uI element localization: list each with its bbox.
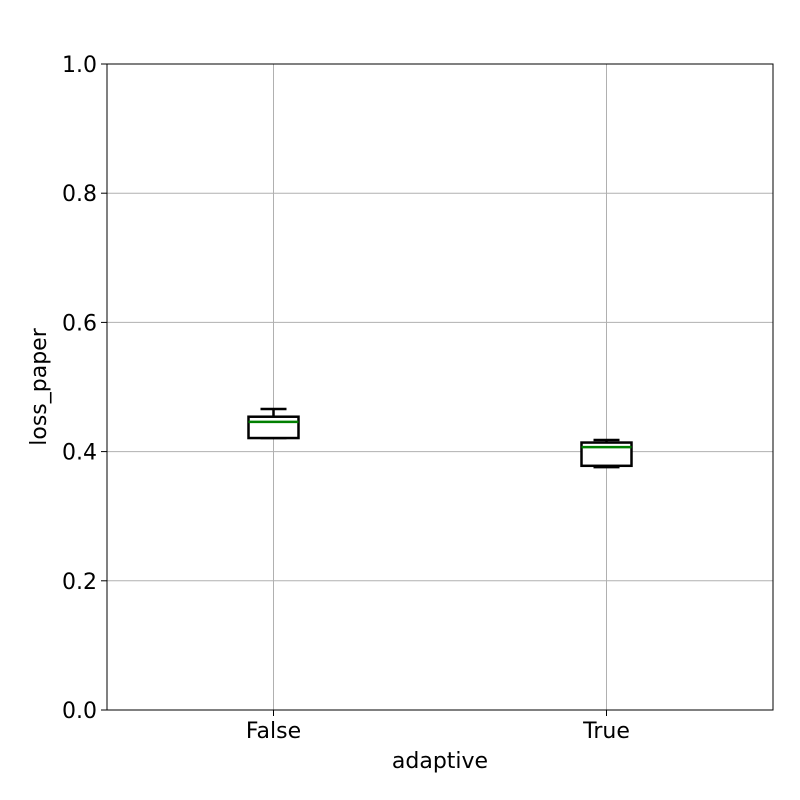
x-tick-label: False <box>246 719 301 744</box>
y-tick-label: 0.8 <box>62 182 97 207</box>
x-axis-label: adaptive <box>392 749 488 774</box>
iqr-box <box>580 441 633 468</box>
plot-area-frame <box>106 63 774 711</box>
y-tick-label: 0.2 <box>62 570 97 595</box>
y-tick-label: 0.4 <box>62 441 97 466</box>
box-true <box>580 438 633 469</box>
ticks: 0.0 0.2 0.4 0.6 0.8 1.0 False True <box>62 53 630 744</box>
box-false <box>247 407 300 440</box>
y-tick-label: 1.0 <box>62 53 97 78</box>
y-tick-label: 0.0 <box>62 699 97 724</box>
boxes <box>247 407 633 469</box>
y-axis-label: loss_paper <box>27 327 52 445</box>
y-tick-label: 0.6 <box>62 311 97 336</box>
iqr-box <box>247 415 300 440</box>
x-tick-label: True <box>582 719 630 744</box>
